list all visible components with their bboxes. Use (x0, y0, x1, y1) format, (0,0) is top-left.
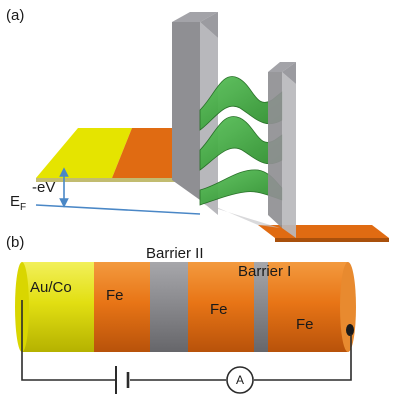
circuit (21, 300, 352, 394)
circuit-wire-return (254, 334, 352, 381)
circuit-wire-left (21, 300, 116, 381)
barrier-two (268, 62, 296, 238)
energy-diagram: -eV EF (10, 167, 201, 215)
barrier-i-segment (254, 262, 268, 352)
yellow-lead (36, 128, 132, 178)
fe-segment-3 (268, 262, 348, 352)
fermi-label: EF (10, 193, 26, 213)
orange-lead (112, 128, 188, 178)
barrier-ii-segment (150, 262, 188, 352)
barrier-ii-label: Barrier II (146, 245, 204, 262)
ammeter (226, 366, 254, 394)
au-co-contact (22, 262, 94, 352)
panel-a-label: (a) (6, 7, 24, 24)
fe-segment-2 (188, 262, 254, 352)
fe-label-1: Fe (106, 287, 124, 304)
ammeter-label: A (236, 373, 244, 387)
voltage-label: -eV (32, 179, 55, 196)
fe-segment-1 (94, 262, 150, 352)
wave-functions (199, 76, 283, 206)
nanowire (15, 262, 356, 352)
fe-label-2: Fe (210, 301, 228, 318)
contact-label: Au/Co (30, 279, 72, 296)
left-lead (36, 128, 188, 182)
fe-label-3: Fe (296, 316, 314, 333)
barrier-i-label: Barrier I (238, 263, 291, 280)
fermi-level-line (35, 204, 201, 215)
panel-b-label: (b) (6, 234, 24, 251)
wire-end-cap (340, 262, 356, 352)
